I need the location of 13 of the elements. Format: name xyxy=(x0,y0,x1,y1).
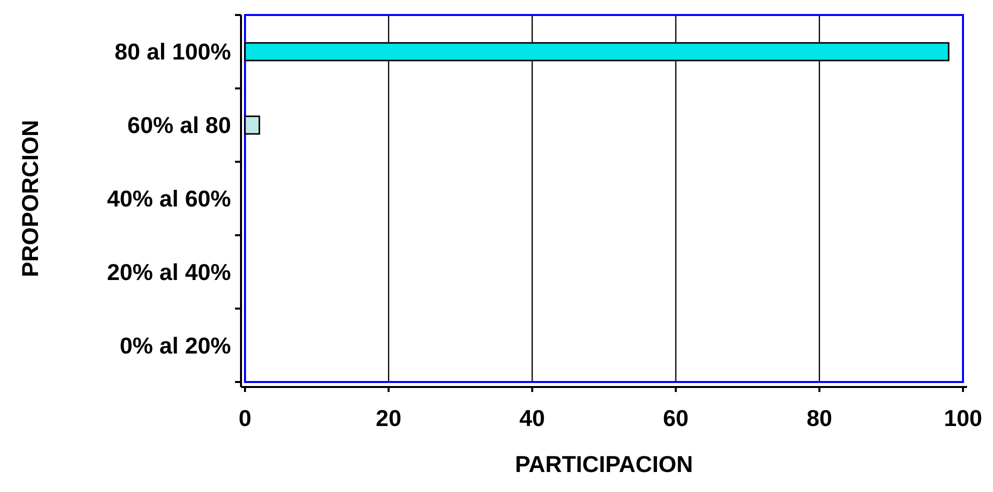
y-tick-label: 80 al 100% xyxy=(114,38,231,65)
x-tick-label: 80 xyxy=(806,405,832,431)
y-axis-title: PROPORCION xyxy=(17,120,43,278)
x-tick-label: 40 xyxy=(519,405,545,431)
x-axis-title: PARTICIPACION xyxy=(514,451,694,477)
x-tick-label: 20 xyxy=(376,405,402,431)
y-tick-label: 0% al 20% xyxy=(120,332,231,358)
x-tick-label: 60 xyxy=(663,405,689,431)
y-tick-label: 60% al 80 xyxy=(127,112,231,138)
y-tick-label: 40% al 60% xyxy=(106,186,231,212)
y-tick-label: 20% al 40% xyxy=(106,258,231,285)
x-tick-label: 100 xyxy=(944,405,982,431)
x-tick-label: 0 xyxy=(238,405,252,431)
